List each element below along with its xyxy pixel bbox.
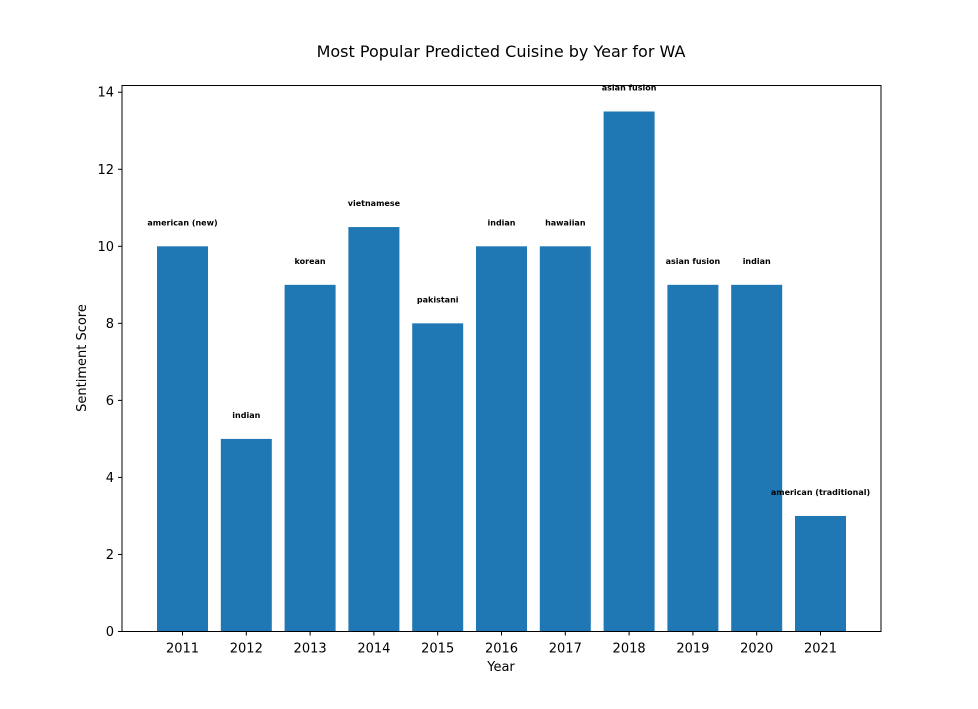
x-axis-ticks: 2011 2012 2013 2014 2015 2016 2017 2018 2019 2020… [166, 631, 837, 657]
y-tick-label: 10 [97, 240, 114, 255]
y-tick-label: 4 [106, 471, 114, 486]
bar-label-2013: korean [295, 257, 326, 266]
bar-2021 [795, 515, 846, 632]
x-tick-label: 2013 [294, 642, 327, 657]
bar-2017 [539, 246, 591, 632]
y-tick-label: 2 [106, 548, 114, 563]
y-tick-label: 8 [106, 317, 114, 332]
y-tick-label: 0 [106, 625, 114, 640]
bar-2016 [476, 246, 527, 632]
bar-label-2021: american (traditional) [771, 488, 870, 497]
bars-group [157, 111, 846, 632]
bar-label-2011: american (new) [147, 218, 217, 227]
y-axis-ticks: 0 2 4 6 8 10 12 14 [97, 86, 122, 640]
x-tick-label: 2020 [740, 642, 773, 657]
bar-label-2012: indian [232, 411, 260, 420]
chart-title: Most Popular Predicted Cuisine by Year f… [317, 42, 686, 61]
y-tick-label: 6 [106, 394, 114, 409]
bar-label-2019: asian fusion [666, 257, 721, 266]
bar-2015 [412, 323, 464, 632]
bar-labels-group: american (new) indian korean vietnamese paki… [147, 84, 870, 497]
x-tick-label: 2017 [549, 642, 582, 657]
x-tick-label: 2012 [230, 642, 263, 657]
bar-2013 [284, 284, 336, 632]
x-tick-label: 2014 [357, 642, 390, 657]
bar-2018 [603, 111, 655, 632]
bar-2019 [667, 284, 719, 632]
x-tick-label: 2016 [485, 642, 518, 657]
bar-label-2017: hawaiian [545, 218, 586, 227]
bar-label-2020: indian [743, 257, 771, 266]
y-tick-label: 12 [97, 163, 114, 178]
x-axis-label: Year [486, 660, 515, 675]
x-tick-label: 2011 [166, 642, 199, 657]
bar-2020 [731, 284, 783, 632]
bar-2011 [157, 246, 208, 632]
bar-label-2018: asian fusion [602, 84, 657, 93]
x-tick-label: 2015 [421, 642, 454, 657]
bar-2012 [220, 438, 272, 632]
x-tick-label: 2021 [804, 642, 837, 657]
y-axis-label: Sentiment Score [75, 304, 90, 412]
bar-label-2014: vietnamese [348, 199, 401, 208]
bar-label-2016: indian [488, 218, 516, 227]
x-tick-label: 2018 [613, 642, 646, 657]
x-tick-label: 2019 [676, 642, 709, 657]
y-tick-label: 14 [97, 86, 114, 101]
bar-2014 [348, 227, 400, 632]
bar-label-2015: pakistani [417, 295, 459, 304]
